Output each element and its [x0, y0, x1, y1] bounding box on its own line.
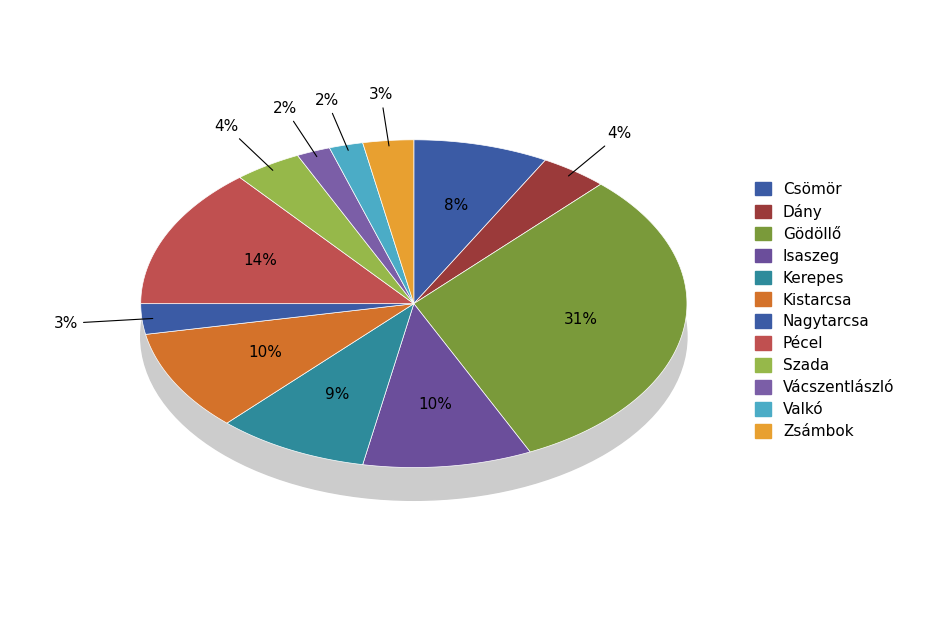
Text: 9%: 9% [324, 387, 349, 402]
PathPatch shape [363, 304, 530, 468]
PathPatch shape [239, 155, 414, 304]
PathPatch shape [141, 178, 414, 304]
PathPatch shape [329, 143, 414, 304]
Text: 10%: 10% [418, 397, 452, 412]
Text: 3%: 3% [368, 88, 393, 146]
Text: 4%: 4% [214, 119, 273, 170]
PathPatch shape [141, 304, 414, 334]
Text: 14%: 14% [244, 253, 278, 268]
PathPatch shape [297, 148, 414, 304]
PathPatch shape [146, 304, 414, 423]
PathPatch shape [227, 304, 414, 465]
PathPatch shape [414, 184, 687, 452]
Text: 2%: 2% [315, 93, 348, 150]
PathPatch shape [414, 140, 545, 304]
PathPatch shape [414, 160, 601, 304]
Text: 3%: 3% [53, 316, 152, 331]
Text: 31%: 31% [564, 312, 598, 327]
Text: 10%: 10% [249, 345, 282, 360]
Ellipse shape [141, 173, 687, 501]
Legend: Csömör, Dány, Gödöllő, Isaszeg, Kerepes, Kistarcsa, Nagytarcsa, Pécel, Szada, Vá: Csömör, Dány, Gödöllő, Isaszeg, Kerepes,… [751, 177, 899, 444]
Text: 2%: 2% [273, 101, 317, 156]
PathPatch shape [363, 140, 414, 304]
Text: 8%: 8% [444, 197, 468, 213]
Text: 4%: 4% [568, 127, 631, 176]
